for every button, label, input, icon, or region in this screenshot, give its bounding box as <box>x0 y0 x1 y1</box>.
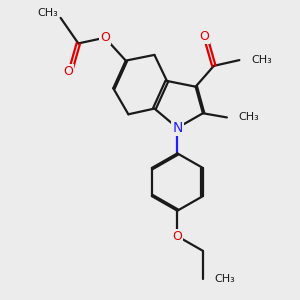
Text: O: O <box>172 230 182 243</box>
Text: O: O <box>100 31 110 44</box>
Text: CH₃: CH₃ <box>214 274 236 284</box>
Text: CH₃: CH₃ <box>238 112 259 122</box>
Text: CH₃: CH₃ <box>251 55 272 65</box>
Text: N: N <box>172 121 182 135</box>
Text: O: O <box>199 30 209 43</box>
Text: O: O <box>64 65 74 78</box>
Text: CH₃: CH₃ <box>37 8 58 18</box>
